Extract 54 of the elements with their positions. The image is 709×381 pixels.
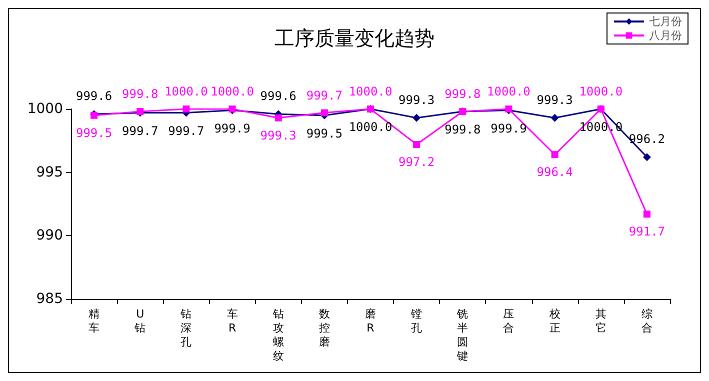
data-label: 999.8: [444, 122, 481, 137]
y-tick-label: 990: [36, 228, 63, 244]
data-label: 1000.0: [210, 84, 254, 98]
chart-title: 工序质量变化趋势: [274, 26, 434, 50]
data-label: 999.9: [490, 121, 527, 136]
x-tick-label: 钻攻螺纹: [272, 308, 284, 362]
legend-label: 八月份: [649, 29, 682, 42]
x-tick-label: 车R: [226, 308, 238, 334]
point: [274, 114, 282, 122]
x-tick-label: 精车: [88, 308, 100, 334]
data-label: 997.2: [398, 154, 435, 169]
point: [642, 153, 651, 162]
x-tick-label: 校正: [548, 308, 560, 334]
data-label: 1000.0: [579, 84, 623, 98]
point: [412, 114, 421, 122]
data-label: 999.6: [260, 89, 296, 104]
data-label: 991.7: [628, 224, 666, 239]
data-label: 999.5: [306, 126, 342, 140]
x-tick-label: U钻: [134, 308, 146, 334]
data-label: 999.9: [214, 121, 250, 136]
data-label: 999.8: [122, 87, 158, 102]
data-label: 999.3: [260, 128, 296, 142]
point: [182, 106, 190, 112]
data-label: 1000.0: [348, 120, 392, 134]
data-label: 999.8: [444, 87, 481, 102]
y-tick-label: 995: [36, 164, 63, 180]
data-label: 996.2: [628, 132, 666, 146]
point: [550, 114, 559, 122]
data-label: 996.4: [536, 165, 573, 180]
x-tick-label: 压合: [503, 308, 514, 334]
data-label: 1000.0: [348, 84, 392, 98]
x-tick-label: 磨R: [365, 308, 376, 334]
data-label: 999.6: [76, 89, 112, 104]
point: [643, 210, 650, 218]
data-label: 999.3: [536, 92, 573, 107]
x-tick-label: 综合: [641, 308, 652, 334]
data-label: 999.7: [168, 124, 204, 138]
data-label: 999.5: [76, 126, 112, 140]
x-tick-label: 铣半圆键: [456, 308, 468, 362]
point: [320, 109, 328, 116]
legend-label: 七月份: [649, 15, 682, 28]
data-label: 999.7: [122, 124, 158, 138]
x-tick-label: 其它: [595, 308, 606, 334]
data-label: 999.7: [306, 88, 342, 102]
y-tick-label: 985: [36, 291, 63, 307]
y-tick-label: 1000: [27, 101, 63, 117]
data-label: 1000.0: [164, 84, 208, 98]
x-tick-label: 钻深孔: [180, 308, 192, 348]
point: [413, 140, 420, 148]
x-tick-label: 数控磨: [318, 308, 330, 348]
data-label: 1000.0: [487, 84, 530, 98]
data-label: 999.3: [398, 92, 435, 107]
x-tick-label: 镗孔: [410, 308, 422, 334]
point: [551, 151, 558, 158]
